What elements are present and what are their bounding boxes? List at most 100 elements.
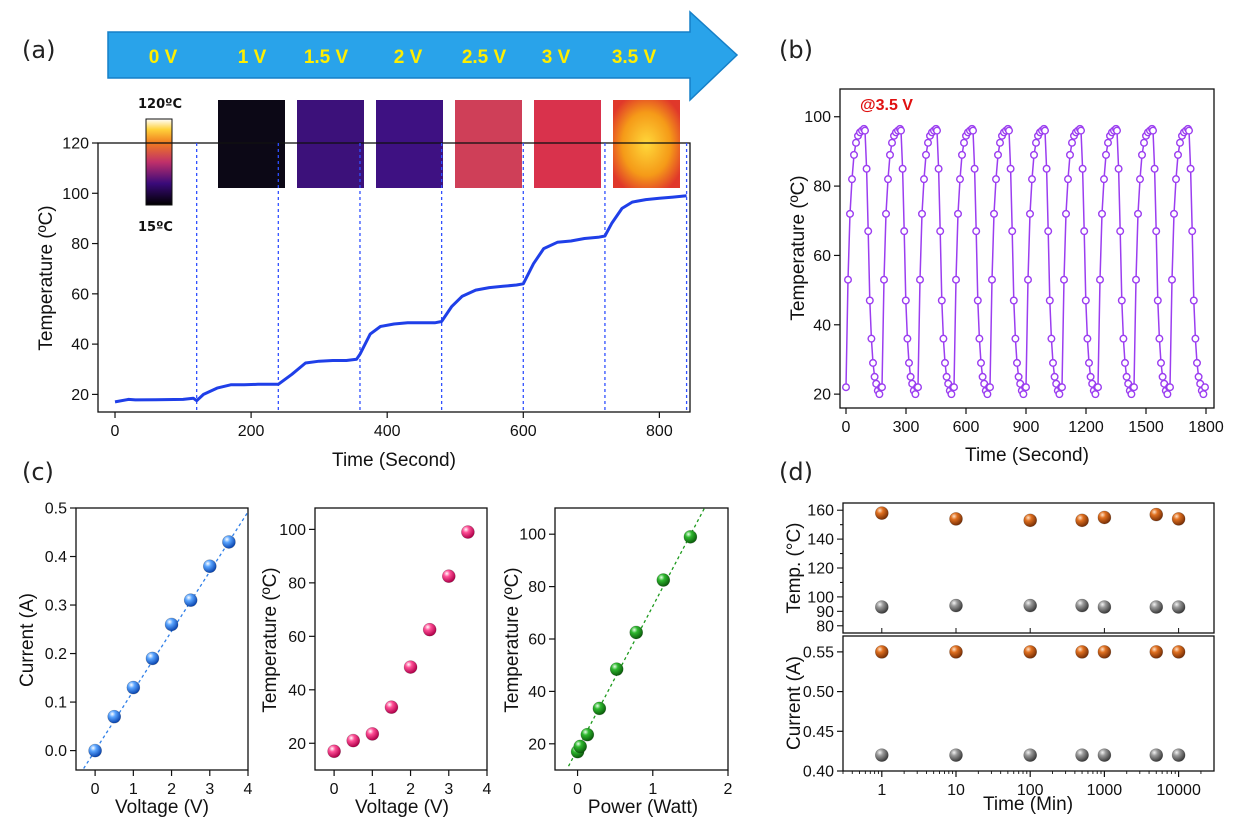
temp-point-high [874, 506, 889, 520]
cycle-data-point [1095, 275, 1104, 284]
temp-point-low [1171, 600, 1186, 614]
cycle-data-point [1083, 334, 1092, 343]
cycle-data-point [1086, 372, 1095, 381]
cycle-data-point [947, 390, 956, 399]
panel-label-a: (a) [22, 36, 55, 64]
temp-point-high [949, 512, 963, 526]
x-tick-label: 800 [646, 423, 673, 440]
current-data-point [222, 535, 236, 549]
y-tick-label: 0.3 [45, 598, 67, 615]
x-tick-label: 400 [374, 423, 401, 440]
cycle-data-point [861, 126, 870, 135]
cycle-data-point [898, 164, 907, 173]
temperature-data-point [327, 744, 341, 759]
temperature-data-point [346, 733, 361, 748]
cycle-data-point [846, 209, 855, 218]
cycle-data-point [1076, 126, 1085, 135]
cycle-data-point [1065, 150, 1074, 159]
x-tick-label: 1 [877, 782, 886, 799]
y-tick-label: 80 [813, 179, 831, 196]
cycle-data-point [1199, 390, 1208, 399]
y-tick-label: 20 [71, 387, 89, 404]
cycle-data-point [1200, 383, 1209, 392]
cycle-data-point [888, 138, 897, 147]
voltage-label: 0 V [149, 47, 178, 68]
cycle-data-point [920, 175, 929, 184]
cycle-data-point [983, 390, 992, 399]
x-tick-label: 1 [368, 781, 377, 798]
y-tick-label: 80 [71, 236, 89, 253]
y-tick-label: 60 [528, 632, 546, 649]
y-axis-title-c3: Temperature (ºC) [502, 567, 523, 712]
cycle-data-point [1175, 138, 1184, 147]
cycle-data-point [852, 138, 861, 147]
thermal-image [218, 100, 285, 188]
colorbar [145, 118, 173, 206]
cycle-data-point [986, 383, 995, 392]
temperature-data-point [461, 525, 475, 539]
cycle-data-point [869, 358, 878, 367]
plot-frame-c1 [75, 507, 249, 771]
cycle-data-point [901, 296, 910, 305]
cycle-data-point [1027, 175, 1036, 184]
cycle-data-point [975, 334, 984, 343]
x-axis-title-c3: Power (Watt) [588, 797, 698, 818]
cycle-data-point [1045, 296, 1054, 305]
cycle-data-point [900, 227, 909, 236]
cycle-data-point [973, 296, 982, 305]
cycle-data-point [916, 275, 925, 284]
y-tick-label: 80 [288, 575, 306, 592]
current-point-high [949, 645, 963, 659]
temp-point-low [1149, 600, 1164, 614]
cycle-data-point [914, 383, 923, 392]
cycle-data-point [884, 175, 893, 184]
x-tick-label: 0 [91, 781, 100, 798]
x-tick-label: 2 [724, 781, 733, 798]
cycle-data-point [1119, 334, 1128, 343]
current-point-low [874, 748, 889, 762]
x-axis-title-c2: Voltage (V) [355, 797, 449, 818]
y-tick-label: 40 [813, 317, 831, 334]
power-data-point [609, 662, 624, 676]
cycle-data-point [875, 390, 884, 399]
y-tick-label: 100 [807, 589, 834, 606]
y-tick-label: 80 [816, 618, 834, 635]
cycle-data-point [1084, 358, 1093, 367]
x-tick-label: 0 [111, 423, 120, 440]
cycle-data-point [1014, 372, 1023, 381]
x-tick-label: 1 [129, 781, 138, 798]
cycle-data-point [1165, 383, 1174, 392]
cycle-data-point [1006, 164, 1015, 173]
y-tick-label: 120 [62, 136, 89, 153]
cycle-data-point [1019, 390, 1028, 399]
cycle-data-point [1057, 383, 1066, 392]
temp-point-high [1171, 512, 1186, 526]
cycle-data-point [1023, 275, 1032, 284]
cycle-data-point [1103, 138, 1112, 147]
cycle-data-point [941, 358, 950, 367]
voltage-label: 2.5 V [462, 47, 507, 68]
current-data-point [126, 680, 141, 695]
current-point-high [1075, 645, 1089, 659]
cycle-data-point [1013, 358, 1022, 367]
cycle-data-point [1153, 296, 1162, 305]
cycle-data-point [844, 275, 853, 284]
cycle-data-point [1186, 164, 1195, 173]
y-tick-label: 90 [816, 604, 834, 621]
colorbar-max-label: 120ºC [138, 97, 182, 112]
x-tick-label: 1500 [1128, 419, 1164, 436]
y-tick-label: 160 [807, 503, 834, 520]
cycle-data-point [1099, 175, 1108, 184]
cycle-data-point [1122, 372, 1131, 381]
cycle-data-point [972, 227, 981, 236]
cycle-data-point [864, 227, 873, 236]
plot-frame-a [97, 142, 691, 413]
x-tick-label: 2 [406, 781, 415, 798]
cycle-data-point [994, 150, 1003, 159]
current-point-low [1171, 748, 1186, 762]
cycle-data-point [1011, 334, 1020, 343]
current-data-point [107, 709, 122, 724]
current-point-low [949, 748, 963, 762]
cycle-data-point [1022, 383, 1031, 392]
x-axis-title-d: Time (Min) [983, 794, 1073, 815]
